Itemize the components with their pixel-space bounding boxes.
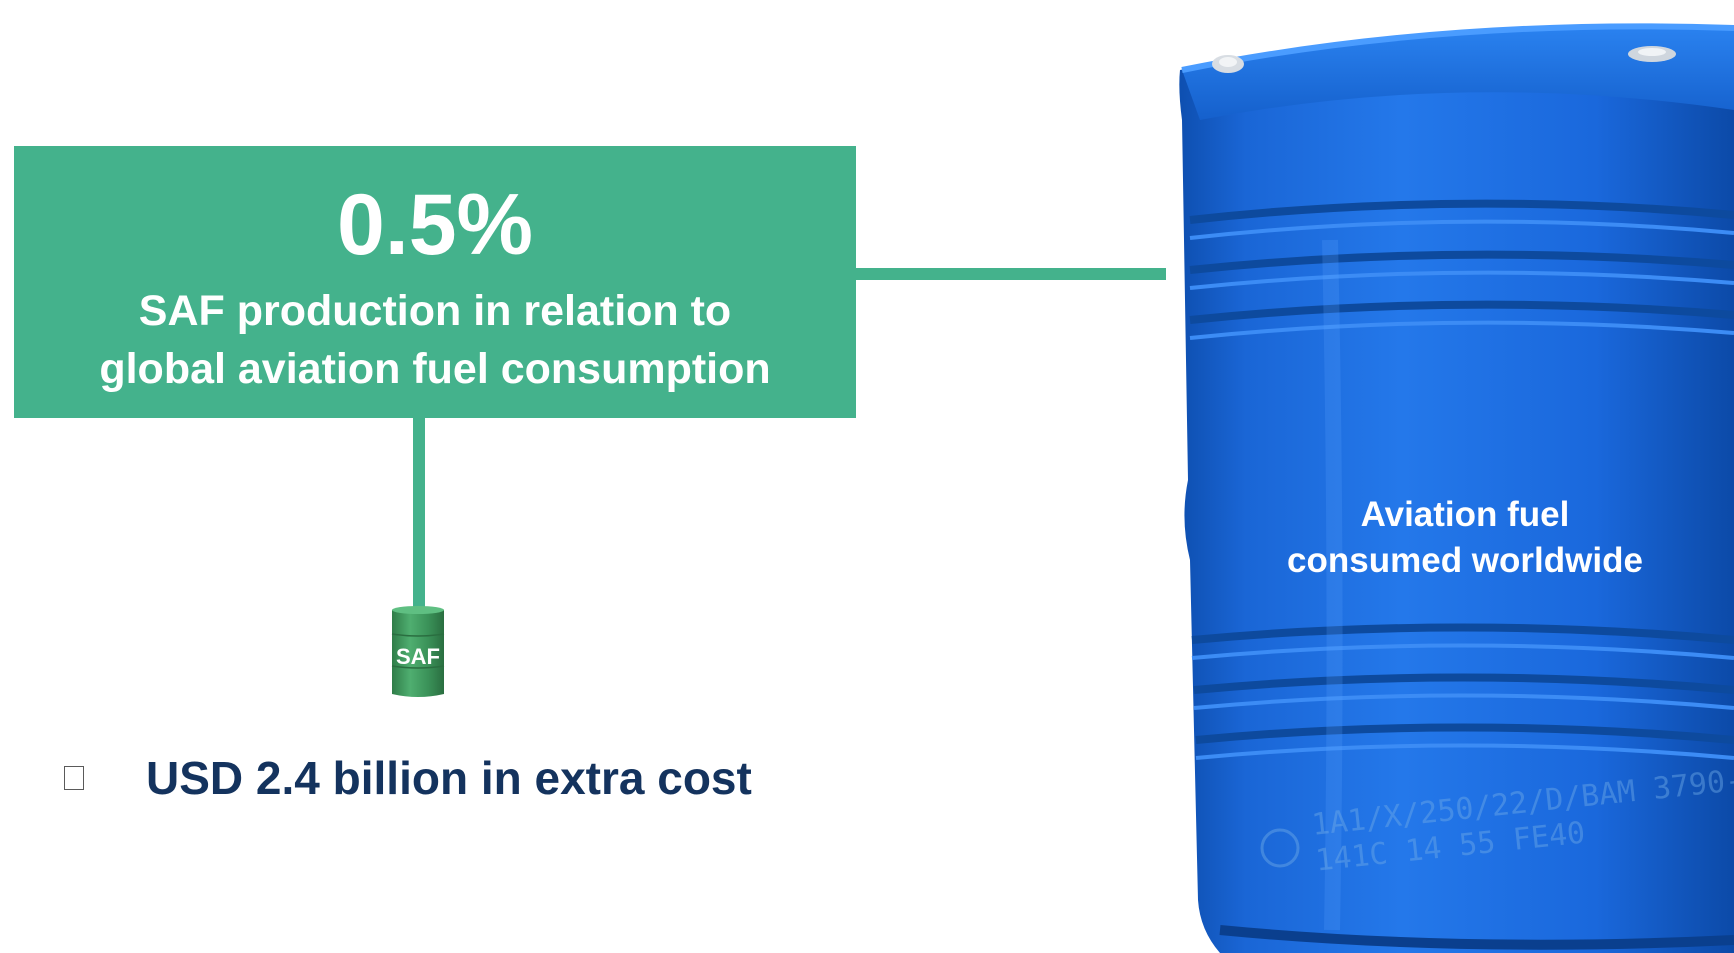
connector-to-small-barrel bbox=[413, 418, 425, 610]
saf-barrel-label: SAF bbox=[396, 644, 440, 669]
bullet-square-icon bbox=[64, 766, 84, 790]
aviation-fuel-label-line-1: Aviation fuel bbox=[1360, 495, 1570, 534]
stat-description-line-2: global aviation fuel consumption bbox=[99, 345, 771, 393]
aviation-fuel-barrel-icon bbox=[1179, 23, 1734, 953]
connector-to-big-barrel bbox=[856, 268, 1166, 280]
bullet-item: USD 2.4 billion in extra cost bbox=[64, 752, 752, 804]
stat-callout-box: 0.5% SAF production in relation to globa… bbox=[14, 146, 856, 418]
aviation-fuel-label: Aviation fuel consumed worldwide bbox=[1260, 492, 1670, 584]
aviation-fuel-label-line-2: consumed worldwide bbox=[1287, 541, 1643, 580]
stat-value: 0.5% bbox=[336, 177, 534, 273]
stat-description-line-1: SAF production in relation to bbox=[138, 287, 732, 335]
bullet-text: USD 2.4 billion in extra cost bbox=[146, 752, 752, 804]
saf-barrel-icon bbox=[391, 606, 445, 697]
